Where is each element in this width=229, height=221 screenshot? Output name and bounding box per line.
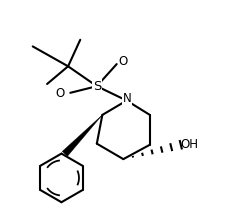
- Text: O: O: [55, 88, 64, 100]
- Text: O: O: [119, 55, 128, 68]
- Text: S: S: [93, 80, 101, 93]
- Polygon shape: [62, 115, 102, 156]
- Text: OH: OH: [180, 138, 198, 151]
- Text: N: N: [123, 92, 131, 105]
